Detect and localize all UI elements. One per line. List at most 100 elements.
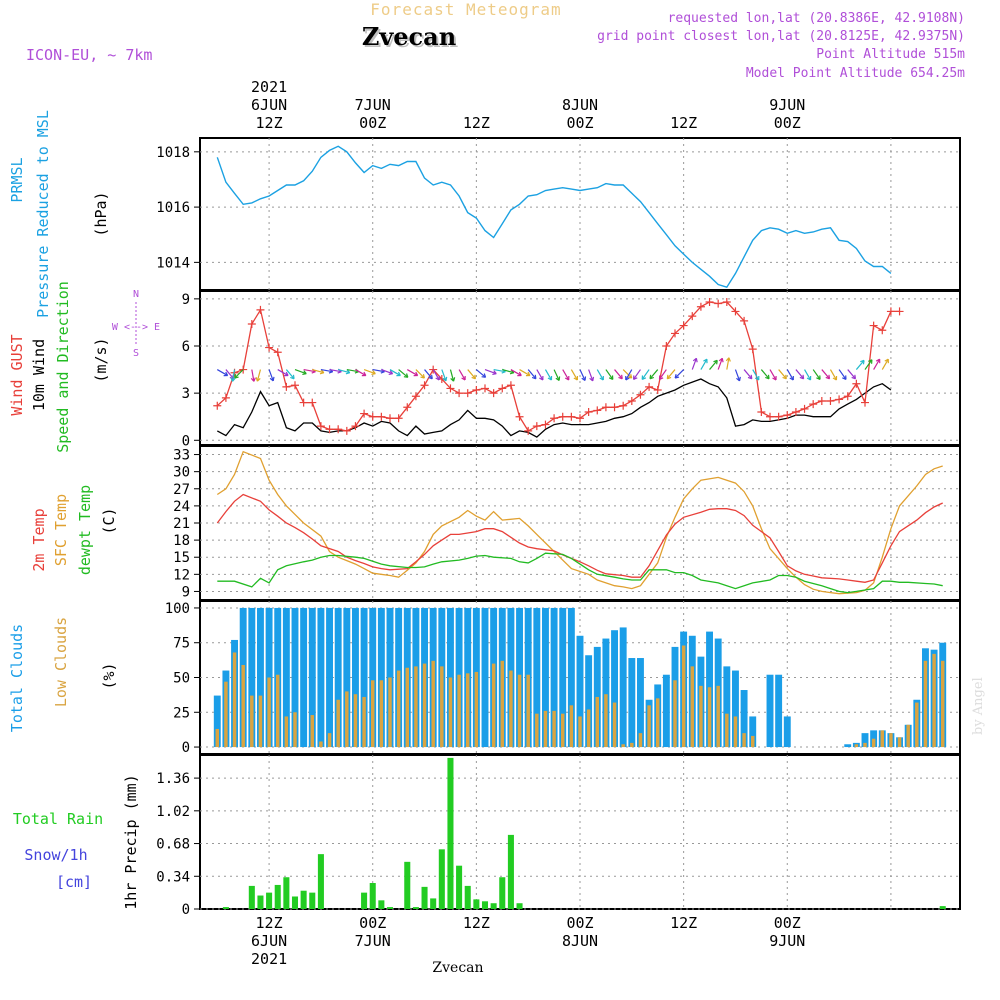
wind-direction-arrow	[649, 369, 659, 380]
rain-bar	[430, 898, 437, 909]
wind-panel: 0 3 6 9 Wind GUST 10m Wind Speed and Direction…	[8, 281, 961, 453]
low-clouds-bar	[336, 699, 340, 748]
wind-ytick-label: 9	[182, 292, 190, 308]
low-clouds-bar	[267, 677, 271, 748]
wind-gust-point	[722, 298, 731, 306]
wind-direction-arrow	[432, 369, 440, 381]
wind-direction-arrow	[510, 369, 522, 377]
requested-coords: requested lon,lat (20.8386E, 42.9108N)	[668, 11, 965, 26]
wind-gust-point	[886, 307, 895, 316]
wind-direction-arrow	[467, 369, 476, 380]
wind-direction-arrow	[752, 369, 760, 381]
wind-gust-point	[524, 426, 533, 435]
temp-2m-line	[216, 493, 943, 583]
wind-gust-point	[619, 401, 628, 410]
wind-arrow-head	[649, 374, 654, 380]
wind-direction-arrow	[726, 357, 730, 370]
wind-arrow-head	[250, 377, 256, 382]
compass-south: S	[133, 348, 139, 359]
low-clouds-bar	[232, 652, 237, 748]
wind-direction-arrow	[838, 369, 847, 380]
total-clouds-bar	[369, 607, 377, 748]
wind-arrow-head	[435, 375, 440, 381]
temperature-ytick-label: 18	[173, 533, 190, 549]
wind-direction-arrow	[674, 369, 685, 379]
wind-gust-point	[662, 342, 671, 350]
low-clouds-bar	[310, 715, 314, 748]
low-clouds-bar	[681, 645, 686, 748]
watermark: by Angel	[971, 677, 986, 735]
wind-direction-arrow	[881, 358, 889, 370]
wind-direction-arrow	[251, 369, 255, 382]
wind-label-10m: 10m Wind	[30, 339, 48, 411]
wind-label-direction: Speed and Direction	[54, 281, 72, 453]
wind-gust-point	[498, 384, 507, 393]
low-clouds-bar	[353, 694, 358, 748]
low-clouds-bar	[535, 713, 539, 748]
wind-direction-arrow	[294, 369, 307, 375]
total-clouds-bar	[352, 607, 359, 748]
time-label: 7JUN	[355, 932, 391, 950]
rain-bar	[464, 885, 471, 909]
time-label: 12Z	[256, 114, 283, 132]
total-clouds-bar	[334, 607, 342, 748]
wind-direction-arrow	[570, 369, 578, 381]
low-clouds-bar	[630, 742, 634, 748]
wind-direction-arrow	[234, 369, 244, 379]
wind-arrow-head	[255, 377, 261, 382]
wind-arrow-head	[772, 375, 777, 381]
total-clouds-bar	[213, 695, 221, 748]
wind-direction-arrow	[605, 369, 614, 380]
wind-direction-arrow	[256, 369, 262, 382]
low-clouds-bar	[733, 716, 738, 748]
time-label: 12Z	[256, 914, 283, 932]
wind-gust-point	[610, 403, 619, 412]
low-clouds-bar	[656, 698, 660, 748]
total-clouds-bar	[317, 607, 325, 748]
total-clouds-bar	[559, 607, 567, 748]
wind-direction-arrow	[536, 369, 544, 381]
wind-direction-arrow	[596, 369, 604, 381]
low-clouds-bar	[474, 671, 479, 748]
wind-gust-point	[852, 379, 861, 388]
temperature-ytick-label: 15	[173, 550, 190, 566]
wind-arrow-head	[290, 374, 295, 380]
wind-arrow-head	[371, 370, 376, 376]
wind-direction-arrow	[527, 369, 537, 380]
low-clouds-bar	[250, 695, 254, 748]
wind-gust-point	[342, 426, 351, 435]
wind-arrow-head	[736, 376, 741, 382]
rain-bar	[248, 885, 255, 909]
wind-gust-point	[221, 393, 230, 402]
wind-direction-arrow	[633, 369, 641, 380]
wind-direction-arrow	[717, 358, 723, 370]
wind-arrow-head	[388, 370, 394, 376]
wind-direction-arrow	[769, 369, 777, 381]
precip-label-rain: Total Rain	[13, 810, 103, 828]
wind-direction-arrow	[268, 369, 274, 382]
total-clouds-bar	[343, 607, 351, 748]
pressure-ylabel: (hPa)	[92, 191, 110, 236]
wind-gust-point	[429, 365, 438, 374]
wind-arrow-head	[442, 376, 448, 382]
wind-gust-point	[506, 381, 515, 390]
temp-label-sfc: SFC Temp	[52, 494, 70, 566]
wind-gust-point	[835, 395, 844, 404]
low-clouds-bar	[284, 716, 289, 748]
low-clouds-bar	[604, 694, 608, 748]
low-clouds-bar	[422, 663, 427, 748]
low-clouds-bar	[561, 713, 565, 748]
wind-arrow-head	[471, 374, 477, 380]
low-clouds-bar	[388, 677, 392, 748]
wind-gust-point	[679, 321, 688, 330]
wind-direction-arrow	[760, 369, 770, 380]
footer-location: Zvecan	[432, 960, 483, 976]
wind-arrow-head	[531, 374, 537, 380]
wind-direction-arrow	[458, 369, 466, 381]
wind-direction-arrow	[691, 358, 697, 370]
precip-ytick-label: 0.34	[156, 869, 190, 885]
temperature-ytick-label: 9	[182, 584, 190, 600]
rain-bar	[507, 834, 514, 909]
wind-arrow-head	[884, 358, 889, 364]
